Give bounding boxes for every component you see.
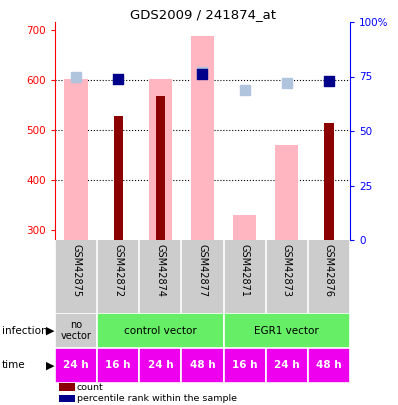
- Bar: [139, 348, 181, 383]
- Bar: [224, 348, 266, 383]
- Text: no
vector: no vector: [60, 320, 92, 341]
- Text: infection: infection: [2, 326, 48, 335]
- Bar: [181, 348, 224, 383]
- Text: GSM42871: GSM42871: [240, 244, 250, 296]
- Point: [242, 86, 248, 93]
- Text: EGR1 vector: EGR1 vector: [254, 326, 319, 335]
- Text: time: time: [2, 360, 25, 371]
- Title: GDS2009 / 241874_at: GDS2009 / 241874_at: [129, 8, 275, 21]
- Text: control vector: control vector: [124, 326, 197, 335]
- Text: GSM42872: GSM42872: [113, 244, 123, 297]
- Bar: [55, 348, 97, 383]
- Bar: [113, 116, 123, 240]
- Point: [326, 78, 332, 84]
- Bar: [324, 123, 334, 240]
- Bar: [149, 79, 172, 240]
- Text: 24 h: 24 h: [63, 360, 89, 371]
- Text: 24 h: 24 h: [274, 360, 300, 371]
- Bar: [224, 313, 350, 348]
- Text: GSM42876: GSM42876: [324, 244, 334, 296]
- Text: 16 h: 16 h: [232, 360, 258, 371]
- Bar: [64, 79, 88, 240]
- Text: count: count: [77, 383, 103, 392]
- Bar: [266, 348, 308, 383]
- Point: [115, 75, 121, 82]
- Point: [199, 69, 206, 75]
- Bar: [55, 313, 97, 348]
- Bar: [275, 145, 298, 240]
- Point: [284, 80, 290, 86]
- Text: 48 h: 48 h: [190, 360, 215, 371]
- Text: 48 h: 48 h: [316, 360, 342, 371]
- Point: [199, 71, 206, 78]
- Text: GSM42877: GSM42877: [197, 244, 207, 297]
- Bar: [97, 313, 224, 348]
- Point: [73, 73, 79, 80]
- Text: percentile rank within the sample: percentile rank within the sample: [77, 394, 237, 403]
- Text: ▶: ▶: [45, 360, 54, 371]
- Bar: [191, 36, 214, 240]
- Text: GSM42873: GSM42873: [282, 244, 292, 296]
- Bar: [233, 215, 256, 240]
- Bar: [308, 348, 350, 383]
- Text: GSM42874: GSM42874: [155, 244, 165, 296]
- Text: GSM42875: GSM42875: [71, 244, 81, 297]
- Text: 16 h: 16 h: [105, 360, 131, 371]
- Bar: [156, 96, 165, 240]
- Bar: [97, 348, 139, 383]
- Text: 24 h: 24 h: [148, 360, 173, 371]
- Text: ▶: ▶: [45, 326, 54, 335]
